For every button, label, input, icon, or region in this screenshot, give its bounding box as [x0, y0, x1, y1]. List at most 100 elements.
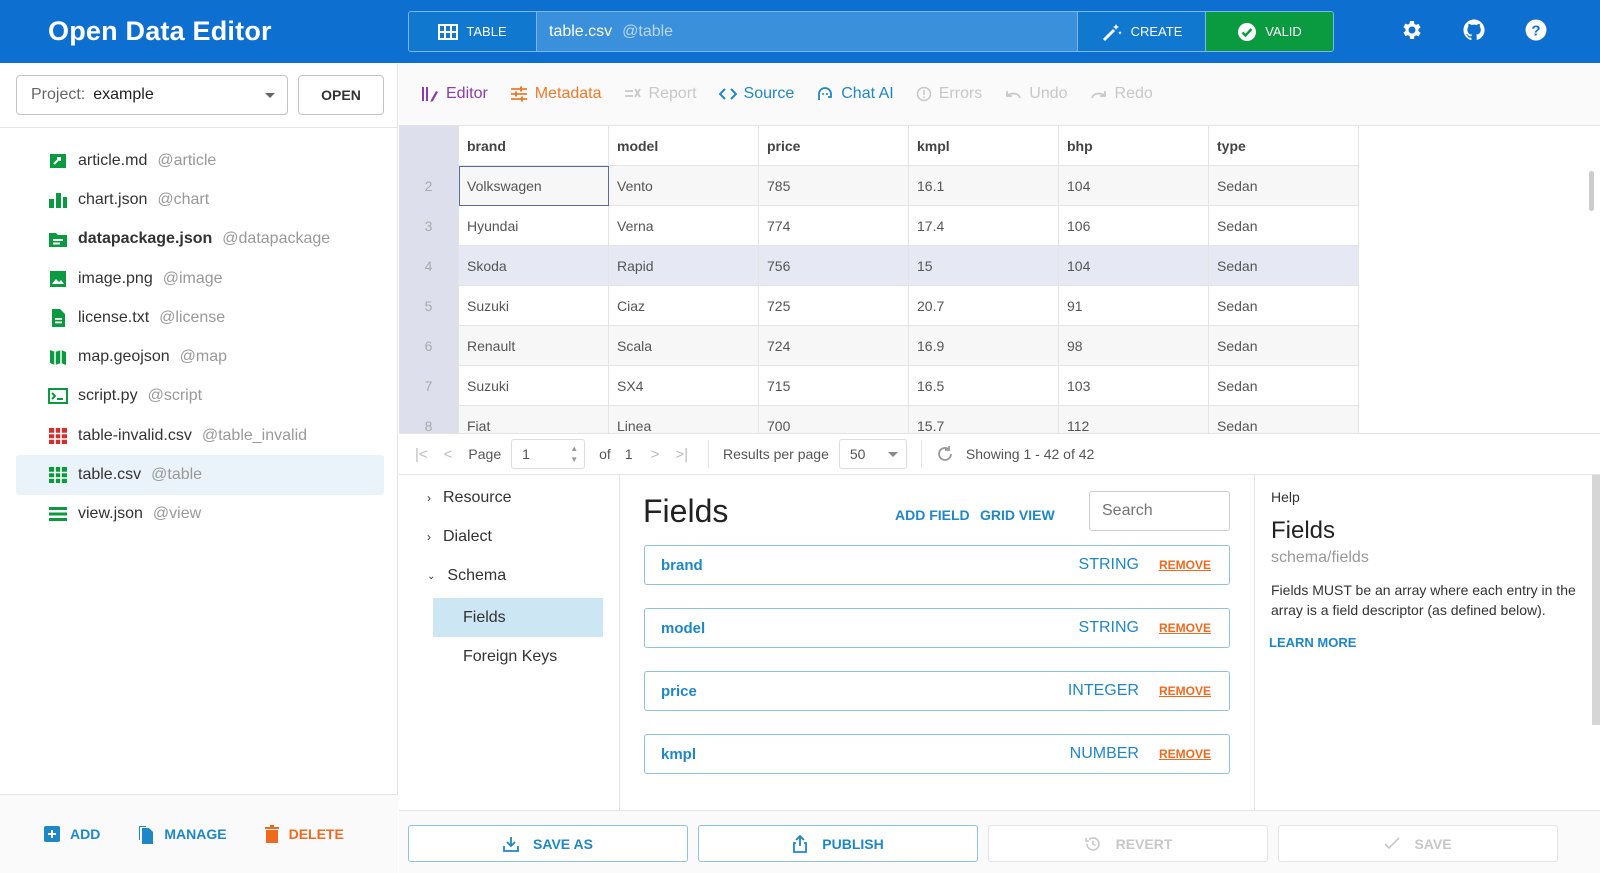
- column-header[interactable]: kmpl: [909, 126, 1059, 166]
- first-page-icon[interactable]: |<: [415, 445, 428, 463]
- table-cell[interactable]: 112: [1059, 406, 1209, 433]
- file-item-table-invalid[interactable]: table-invalid.csv @table_invalid: [16, 416, 384, 455]
- prev-page-icon[interactable]: <: [443, 445, 453, 463]
- table-cell[interactable]: 16.5: [909, 366, 1059, 406]
- file-type-button[interactable]: TABLE: [409, 12, 537, 51]
- remove-field-button[interactable]: REMOVE: [1158, 684, 1211, 698]
- file-item-chart[interactable]: chart.json @chart: [16, 180, 384, 219]
- save-as-button[interactable]: SAVE AS: [408, 825, 688, 862]
- table-cell[interactable]: 724: [759, 326, 909, 366]
- nav-schema[interactable]: ⌄ Schema: [427, 567, 506, 585]
- table-cell[interactable]: 17.4: [909, 206, 1059, 246]
- field-card-model[interactable]: model STRING REMOVE: [644, 608, 1230, 648]
- create-button[interactable]: CREATE: [1077, 12, 1205, 51]
- file-item-table[interactable]: table.csv @table: [16, 455, 384, 495]
- column-header[interactable]: price: [759, 126, 909, 166]
- table-cell[interactable]: Sedan: [1209, 366, 1359, 406]
- grid-scrollbar[interactable]: [1589, 171, 1594, 211]
- row-number[interactable]: 2: [399, 166, 459, 206]
- table-cell[interactable]: Skoda: [459, 246, 609, 286]
- file-item-license[interactable]: license.txt @license: [16, 298, 384, 337]
- field-search-input[interactable]: [1089, 491, 1230, 531]
- table-cell[interactable]: 15.7: [909, 406, 1059, 433]
- row-number[interactable]: 4: [399, 246, 459, 286]
- tab-errors[interactable]: Errors: [916, 85, 982, 103]
- table-cell[interactable]: Sedan: [1209, 206, 1359, 246]
- table-cell[interactable]: Vento: [609, 166, 759, 206]
- table-cell[interactable]: Suzuki: [459, 286, 609, 326]
- tab-chat-ai[interactable]: Chat AI: [816, 85, 894, 103]
- table-cell[interactable]: 91: [1059, 286, 1209, 326]
- undo-button[interactable]: Undo: [1004, 85, 1068, 103]
- table-cell[interactable]: 98: [1059, 326, 1209, 366]
- table-cell[interactable]: Renault: [459, 326, 609, 366]
- row-number[interactable]: 7: [399, 366, 459, 406]
- tab-source[interactable]: Source: [718, 85, 794, 103]
- row-number[interactable]: 8: [399, 406, 459, 433]
- delete-file-button[interactable]: DELETE: [264, 825, 344, 843]
- tab-editor[interactable]: Editor: [421, 85, 488, 103]
- table-cell[interactable]: Sedan: [1209, 326, 1359, 366]
- add-field-button[interactable]: ADD FIELD: [895, 507, 970, 523]
- manage-files-button[interactable]: MANAGE: [138, 824, 227, 844]
- table-cell[interactable]: 15: [909, 246, 1059, 286]
- tab-metadata[interactable]: Metadata: [510, 85, 602, 103]
- last-page-icon[interactable]: >|: [675, 445, 689, 463]
- table-cell[interactable]: 725: [759, 286, 909, 326]
- field-card-brand[interactable]: brand STRING REMOVE: [644, 545, 1230, 585]
- redo-button[interactable]: Redo: [1090, 85, 1153, 103]
- page-number-input[interactable]: 1 ▲ ▼: [511, 439, 586, 469]
- file-item-datapackage[interactable]: datapackage.json @datapackage: [16, 220, 384, 259]
- table-cell[interactable]: Hyundai: [459, 206, 609, 246]
- next-page-icon[interactable]: >: [650, 445, 660, 463]
- file-item-image[interactable]: image.png @image: [16, 259, 384, 298]
- file-item-article[interactable]: article.md @article: [16, 141, 384, 180]
- table-cell[interactable]: 774: [759, 206, 909, 246]
- refresh-icon[interactable]: [936, 445, 954, 463]
- tab-report[interactable]: Report: [624, 85, 697, 103]
- learn-more-link[interactable]: LEARN MORE: [1269, 635, 1357, 650]
- column-header[interactable]: model: [609, 126, 759, 166]
- file-item-map[interactable]: map.geojson @map: [16, 337, 384, 376]
- table-cell[interactable]: Scala: [609, 326, 759, 366]
- file-path-field[interactable]: table.csv @table: [537, 12, 1077, 51]
- table-cell[interactable]: 715: [759, 366, 909, 406]
- spinner-icon[interactable]: ▲ ▼: [570, 444, 579, 464]
- row-number[interactable]: 3: [399, 206, 459, 246]
- table-cell[interactable]: 103: [1059, 366, 1209, 406]
- row-number[interactable]: 6: [399, 326, 459, 366]
- table-cell[interactable]: 785: [759, 166, 909, 206]
- table-cell[interactable]: Suzuki: [459, 366, 609, 406]
- nav-resource[interactable]: › Resource: [427, 489, 511, 507]
- table-cell[interactable]: 20.7: [909, 286, 1059, 326]
- github-icon[interactable]: [1462, 18, 1486, 42]
- valid-status-button[interactable]: VALID: [1205, 12, 1333, 51]
- nav-dialect[interactable]: › Dialect: [427, 528, 492, 546]
- table-cell[interactable]: Sedan: [1209, 166, 1359, 206]
- table-cell[interactable]: Fiat: [459, 406, 609, 433]
- table-cell[interactable]: Ciaz: [609, 286, 759, 326]
- field-card-price[interactable]: price INTEGER REMOVE: [644, 671, 1230, 711]
- table-cell[interactable]: Sedan: [1209, 286, 1359, 326]
- table-cell[interactable]: Rapid: [609, 246, 759, 286]
- table-cell[interactable]: 104: [1059, 166, 1209, 206]
- table-cell[interactable]: Linea: [609, 406, 759, 433]
- row-number[interactable]: 5: [399, 286, 459, 326]
- table-cell[interactable]: 16.9: [909, 326, 1059, 366]
- corner-cell[interactable]: [399, 126, 459, 166]
- file-item-view[interactable]: view.json @view: [16, 495, 384, 534]
- revert-button[interactable]: REVERT: [988, 825, 1268, 862]
- publish-button[interactable]: PUBLISH: [698, 825, 978, 862]
- grid-view-button[interactable]: GRID VIEW: [980, 507, 1055, 523]
- project-select[interactable]: Project: example: [16, 75, 288, 115]
- save-button[interactable]: SAVE: [1278, 825, 1558, 862]
- table-cell[interactable]: Verna: [609, 206, 759, 246]
- remove-field-button[interactable]: REMOVE: [1158, 747, 1211, 761]
- gear-icon[interactable]: [1400, 18, 1424, 42]
- table-cell[interactable]: 756: [759, 246, 909, 286]
- column-header[interactable]: brand: [459, 126, 609, 166]
- table-cell[interactable]: 16.1: [909, 166, 1059, 206]
- nav-fields[interactable]: Fields: [433, 598, 603, 637]
- table-cell[interactable]: 700: [759, 406, 909, 433]
- remove-field-button[interactable]: REMOVE: [1158, 558, 1211, 572]
